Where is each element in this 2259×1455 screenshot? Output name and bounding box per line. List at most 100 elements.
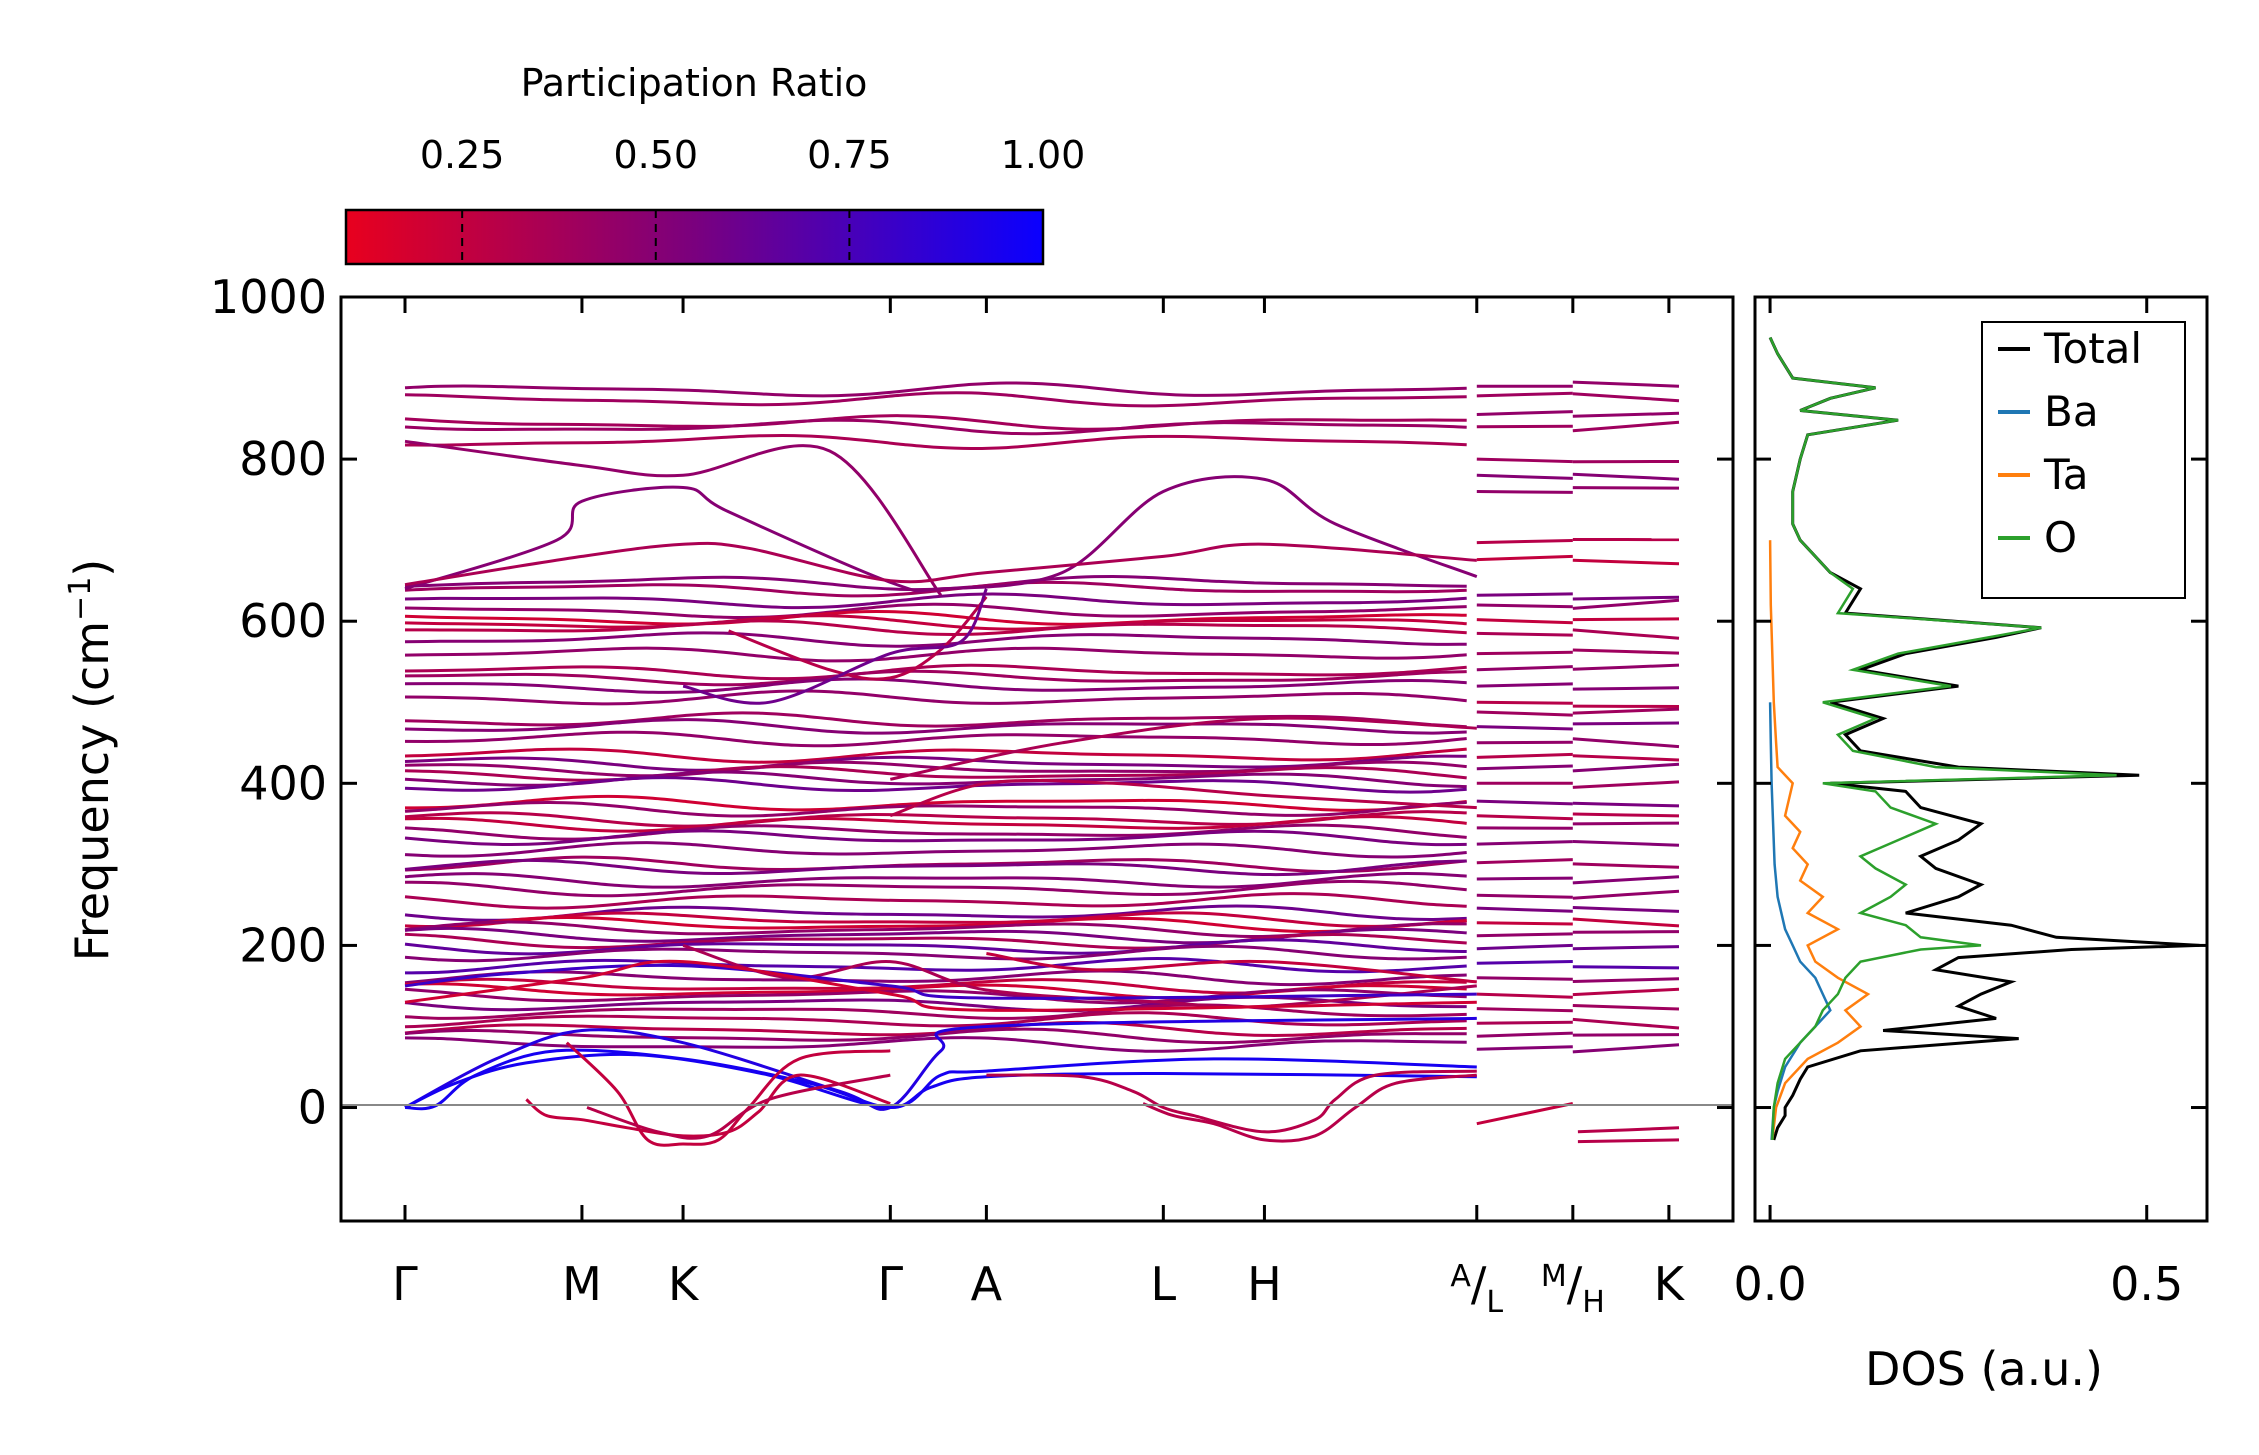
band-line <box>889 778 1477 818</box>
band-line <box>404 418 1467 436</box>
band-line <box>1476 665 1573 672</box>
band-line <box>404 911 1467 929</box>
dos-x-tick-label: 0.5 <box>2110 1257 2183 1311</box>
band-line <box>1476 603 1573 609</box>
dos-x-axis-title: DOS (a.u.) <box>1865 1342 2103 1396</box>
band-line <box>1476 1007 1573 1013</box>
band-line <box>404 932 1467 950</box>
band-line <box>1572 917 1680 928</box>
y-tick-label: 200 <box>239 918 327 972</box>
dos-series-o <box>1768 336 2117 1140</box>
band-line <box>1476 682 1573 688</box>
band-line <box>1572 392 1680 403</box>
y-tick-label: 400 <box>239 756 327 810</box>
band-line <box>1572 595 1680 601</box>
band-line <box>1572 1017 1680 1030</box>
band-line <box>1476 725 1573 731</box>
band-line <box>404 614 1467 631</box>
band-line-imaginary <box>586 1073 891 1140</box>
dos-series-ba <box>1768 702 1832 1140</box>
legend-label: O <box>2044 513 2077 562</box>
y-axis-title: Frequency (cm−1) <box>63 559 119 962</box>
band-line <box>1476 710 1573 717</box>
band-line <box>1476 876 1573 881</box>
x-tick-label-compound: A/L <box>1450 1257 1503 1320</box>
band-line <box>1476 893 1573 899</box>
band-line <box>1572 721 1680 726</box>
band-line <box>404 765 1467 782</box>
colorbar-tick-label: 0.25 <box>420 133 505 177</box>
legend-label: Ba <box>2044 387 2099 436</box>
band-line <box>404 800 1467 818</box>
band-line <box>1572 906 1680 913</box>
band-line <box>404 957 1467 975</box>
band-line <box>404 1052 1477 1110</box>
x-tick-label-sup: M <box>1541 1259 1567 1294</box>
band-line <box>1476 592 1573 597</box>
y-tick-label: 600 <box>239 594 327 648</box>
band-line <box>1572 945 1680 951</box>
band-line <box>1476 960 1573 965</box>
colorbar-tick-labels: 0.25 0.50 0.75 1.00 <box>420 133 1085 177</box>
band-line <box>1572 812 1680 818</box>
band-line <box>1572 628 1680 640</box>
x-tick-label: K <box>1654 1257 1686 1311</box>
band-line <box>404 794 1467 812</box>
band-line <box>404 718 1467 735</box>
band-line <box>1476 814 1573 821</box>
y-tick-label: 0 <box>298 1081 327 1135</box>
band-line <box>404 602 1467 619</box>
band-line <box>404 711 1467 729</box>
band-line <box>1572 840 1680 847</box>
x-tick-label: Γ <box>878 1257 904 1311</box>
x-tick-label: Γ <box>392 1257 418 1311</box>
band-line <box>1476 391 1573 398</box>
colorbar-ticks <box>461 210 851 264</box>
colorbar-title: Participation Ratio <box>521 61 868 105</box>
y-axis-title-close: ) <box>65 559 119 577</box>
band-line <box>728 595 988 681</box>
band-line <box>1572 663 1680 671</box>
dos-axes-frame <box>1753 295 2209 1223</box>
band-line <box>1572 875 1680 885</box>
colorbar-gradient <box>344 208 1045 266</box>
band-line <box>1476 1045 1573 1051</box>
band-line <box>404 815 1467 833</box>
x-tick-label-sub: H <box>1582 1285 1605 1320</box>
band-line-imaginary <box>525 1073 891 1138</box>
band-y-ticks: 0 200 400 600 800 1000 <box>210 270 1733 1135</box>
legend-entries: Total Ba Ta O <box>1998 324 2142 562</box>
band-line <box>1476 490 1573 494</box>
band-line <box>1572 420 1680 433</box>
legend-box <box>1981 321 2186 599</box>
band-line <box>1476 650 1573 656</box>
band-line <box>1476 473 1573 480</box>
band-line <box>1572 686 1680 691</box>
band-line <box>1572 707 1680 715</box>
band-line <box>404 541 1477 587</box>
band-line <box>682 588 988 705</box>
x-tick-label: L <box>1151 1257 1177 1311</box>
x-tick-label: H <box>1247 1257 1282 1311</box>
band-line-imaginary <box>986 1069 1477 1134</box>
band-line <box>404 892 1467 910</box>
band-line <box>404 677 1467 694</box>
band-line <box>1572 930 1680 934</box>
band-line-imaginary <box>1577 1138 1680 1144</box>
band-line-imaginary <box>1577 1126 1680 1134</box>
band-line <box>1572 821 1680 826</box>
band-line <box>404 669 1467 687</box>
y-tick-label: 1000 <box>210 270 327 324</box>
phonon-bands <box>404 380 1680 1147</box>
band-line <box>404 475 1478 593</box>
band-line <box>1572 411 1680 418</box>
band-line <box>1476 618 1573 625</box>
colorbar-tick-label: 1.00 <box>1001 133 1086 177</box>
band-line <box>1476 921 1573 926</box>
band-line <box>404 439 943 597</box>
colorbar-tick-label: 0.75 <box>807 133 892 177</box>
x-tick-label-sup: A <box>1450 1259 1471 1294</box>
band-line <box>404 995 1467 1013</box>
band-line <box>1572 762 1680 773</box>
band-line <box>1572 648 1680 655</box>
